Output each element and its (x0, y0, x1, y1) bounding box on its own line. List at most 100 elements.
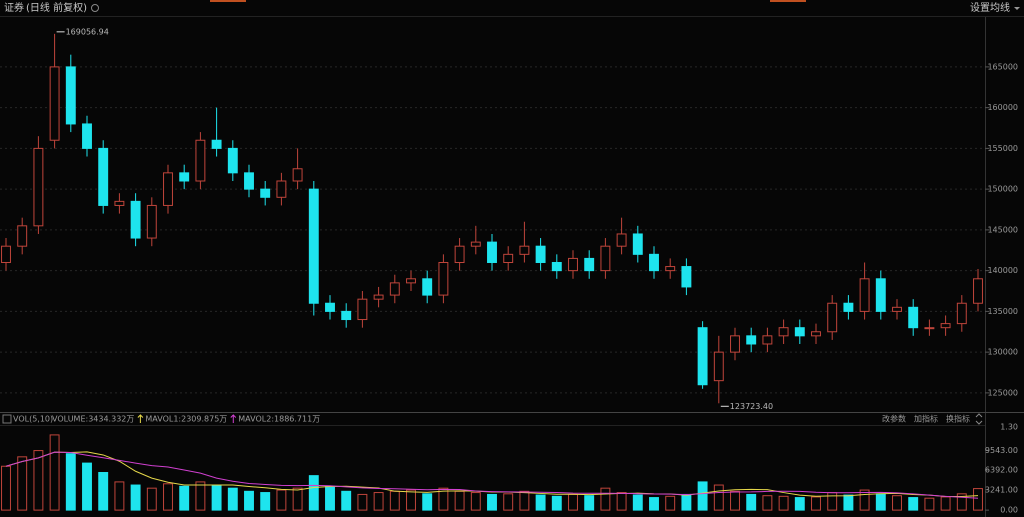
volume-bar (665, 495, 676, 511)
candle-body (632, 233, 643, 255)
volume-bar (908, 497, 919, 511)
candle-body (276, 180, 287, 198)
volume-bar (778, 495, 789, 511)
volume-bar (341, 490, 352, 511)
y-tick-label: 160000 (987, 103, 1018, 112)
candle-body (568, 257, 578, 272)
candle-body (17, 225, 28, 247)
candle-body (292, 168, 303, 182)
candle-body (956, 302, 967, 325)
candle-body (746, 335, 757, 345)
legend-entry: MAVOL1:2309.875万 (145, 415, 227, 424)
candle-body (973, 278, 983, 304)
indicator-toggle[interactable] (2, 414, 12, 424)
volume-bar (503, 493, 514, 511)
y-tick-label: 135000 (987, 307, 1018, 316)
volume-bar (33, 450, 44, 511)
candle-body (649, 253, 659, 272)
indicator-name: VOL(5,10) (13, 415, 53, 424)
candle-body (730, 335, 740, 353)
y-tick-label: 145000 (987, 225, 1018, 234)
candle-body (681, 266, 692, 288)
volume-bar (875, 493, 886, 511)
volume-bar (373, 492, 384, 511)
y-tick-label: 125000 (987, 388, 1018, 397)
volume-bar (195, 481, 206, 511)
volume-bar (730, 490, 740, 511)
candle-body (503, 253, 514, 263)
candle-body (373, 294, 384, 300)
indicator-button[interactable]: 换指标 (946, 414, 970, 424)
mavol-line (5, 451, 979, 499)
ma-settings-button[interactable]: 设置均线 (970, 1, 1010, 14)
volume-bar (940, 496, 951, 511)
volume-bar (82, 462, 92, 511)
candle-body (519, 245, 530, 255)
indicator-button[interactable]: 加指标 (914, 414, 938, 424)
indicator-button[interactable]: 改参数 (882, 414, 906, 424)
candle-body (146, 204, 157, 239)
volume-bar (811, 496, 821, 511)
volume-bar (568, 493, 578, 511)
candle-body (357, 298, 368, 321)
candle-body (794, 327, 805, 337)
y-tick-label: 130000 (987, 348, 1018, 357)
candle-body (470, 241, 481, 247)
candle-body (82, 123, 92, 149)
candle-body (1, 245, 11, 263)
volume-bar (681, 493, 692, 511)
candle-body (859, 278, 870, 312)
candle-body (438, 261, 449, 296)
candle-body (697, 327, 708, 386)
volume-bar (616, 492, 627, 511)
volume-bar (276, 489, 287, 511)
volume-bar (163, 483, 173, 511)
volume-bar (260, 492, 271, 511)
volume-bar (406, 489, 416, 511)
volume-bar (179, 485, 190, 511)
candle-body (551, 261, 562, 272)
volume-bar (130, 484, 141, 511)
candle-body (487, 241, 497, 263)
candle-body (260, 188, 271, 198)
period-label: (日线 前复权) (26, 1, 87, 14)
volume-bar (762, 495, 773, 511)
volume-bar (487, 493, 497, 511)
extreme-label: 169056.94 (66, 27, 109, 36)
candle-body (892, 306, 902, 312)
volume-bar (859, 489, 870, 511)
candle-body (33, 147, 44, 227)
settings-icon[interactable] (91, 4, 99, 12)
volume-bar (794, 497, 805, 511)
candle-body (908, 306, 919, 329)
candle-body (454, 245, 465, 263)
candle-body (422, 278, 433, 296)
candle-body (341, 310, 352, 321)
volume-bar (65, 453, 76, 511)
candle-body (49, 66, 60, 141)
volume-bar (98, 472, 109, 511)
y-tick-label: 6392.00 (985, 466, 1018, 475)
volume-bar (227, 487, 238, 511)
volume-bar (146, 487, 157, 511)
volume-bar (600, 487, 611, 511)
volume-bar (211, 484, 222, 511)
tab-indicator (210, 0, 246, 2)
candle-body (114, 200, 125, 206)
volume-bar (49, 434, 60, 511)
volume-bar (535, 494, 546, 511)
extreme-label: 123723.40 (730, 402, 773, 411)
volume-bar (325, 485, 335, 511)
volume-bar (632, 494, 643, 511)
candle-body (778, 327, 789, 337)
candle-body (65, 66, 76, 125)
candle-body (843, 302, 854, 312)
candle-body (875, 278, 886, 312)
y-tick-label: 3241.00 (985, 485, 1018, 494)
y-tick-label: 9543.00 (985, 446, 1018, 455)
candle-body (713, 351, 724, 382)
candle-body (535, 245, 546, 263)
volume-bar (308, 475, 319, 511)
legend-arrow (230, 414, 237, 423)
candle-body (584, 257, 595, 272)
